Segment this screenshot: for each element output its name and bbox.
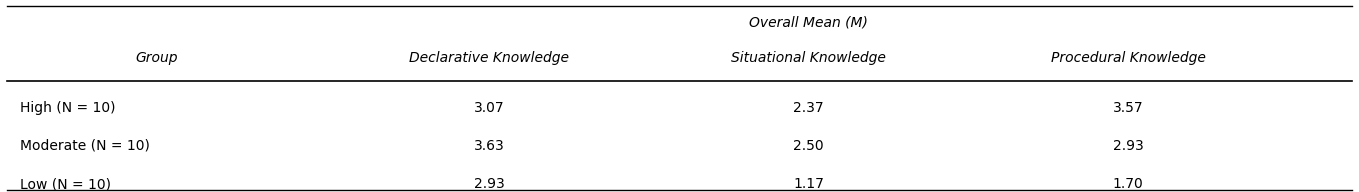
Text: 1.70: 1.70 [1113, 177, 1143, 191]
Text: 3.63: 3.63 [474, 139, 504, 153]
Text: Declarative Knowledge: Declarative Knowledge [409, 51, 569, 65]
Text: Group: Group [135, 51, 178, 65]
Text: Low (N = 10): Low (N = 10) [20, 177, 111, 191]
Text: 2.93: 2.93 [474, 177, 504, 191]
Text: Situational Knowledge: Situational Knowledge [731, 51, 886, 65]
Text: 2.37: 2.37 [794, 101, 824, 114]
Text: 3.07: 3.07 [474, 101, 504, 114]
Text: 2.93: 2.93 [1113, 139, 1143, 153]
Text: Moderate (N = 10): Moderate (N = 10) [20, 139, 151, 153]
Text: Procedural Knowledge: Procedural Knowledge [1051, 51, 1205, 65]
Text: 1.17: 1.17 [794, 177, 824, 191]
Text: 2.50: 2.50 [794, 139, 824, 153]
Text: Overall Mean (M): Overall Mean (M) [749, 15, 868, 29]
Text: 3.57: 3.57 [1113, 101, 1143, 114]
Text: High (N = 10): High (N = 10) [20, 101, 116, 114]
